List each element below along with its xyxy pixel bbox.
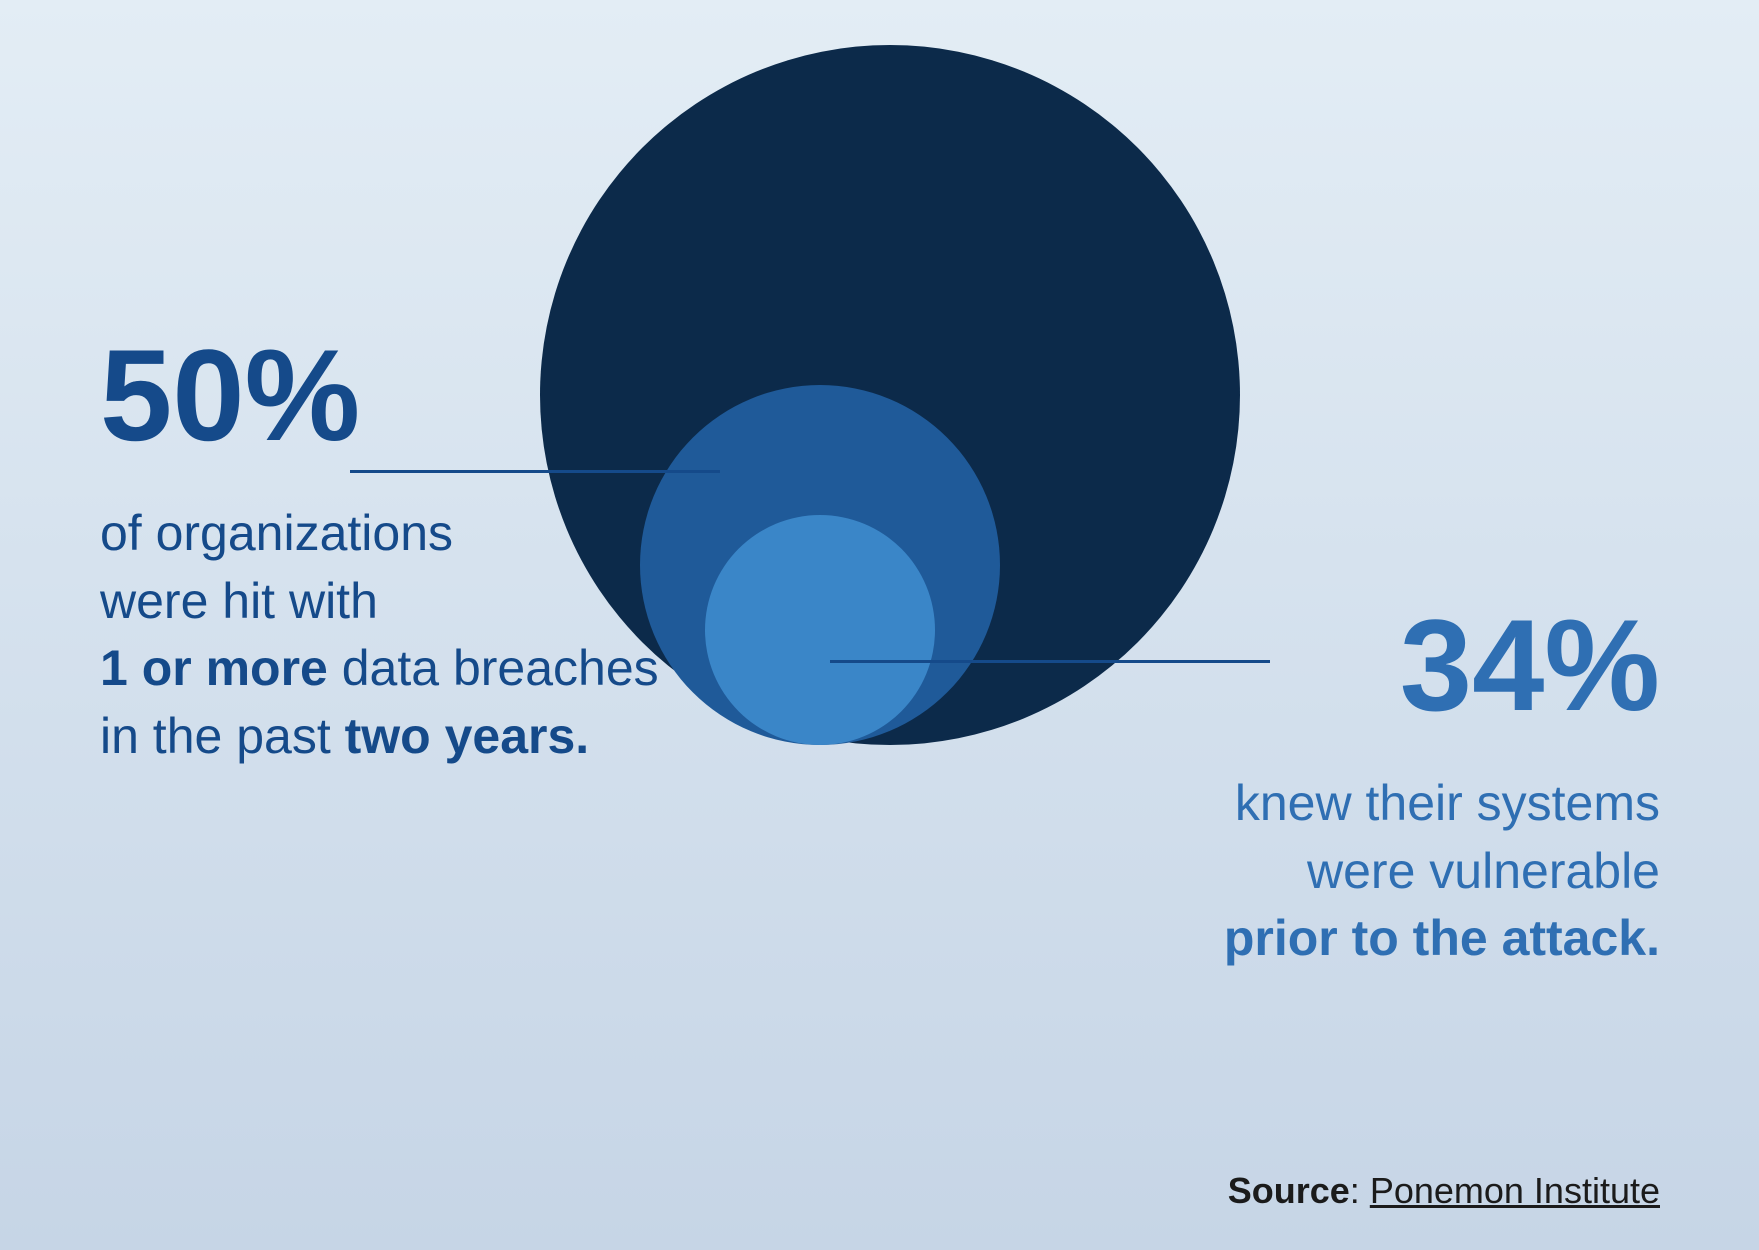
text: knew their systems	[1235, 775, 1660, 831]
stat-left-description: of organizations were hit with 1 or more…	[100, 500, 740, 770]
source-attribution: Source: Ponemon Institute	[1228, 1170, 1660, 1212]
stat-block-left: 50% of organizations were hit with 1 or …	[100, 330, 740, 770]
text-bold: 1 or more	[100, 640, 328, 696]
text-bold: two years.	[345, 708, 590, 764]
text: :	[1350, 1170, 1370, 1211]
stat-block-right: 34% knew their systems were vulnerable p…	[1000, 600, 1660, 973]
text: data breaches	[328, 640, 659, 696]
stat-right-percent: 34%	[1000, 600, 1660, 730]
text-bold: prior to the attack.	[1224, 910, 1660, 966]
infographic-canvas: 50% of organizations were hit with 1 or …	[0, 0, 1759, 1250]
text: in the past	[100, 708, 345, 764]
text: of organizations	[100, 505, 453, 561]
source-label: Source	[1228, 1170, 1350, 1211]
stat-left-percent: 50%	[100, 330, 740, 460]
stat-right-description: knew their systems were vulnerable prior…	[1000, 770, 1660, 973]
text: were vulnerable	[1307, 843, 1660, 899]
text: were hit with	[100, 573, 378, 629]
source-link[interactable]: Ponemon Institute	[1370, 1170, 1660, 1211]
